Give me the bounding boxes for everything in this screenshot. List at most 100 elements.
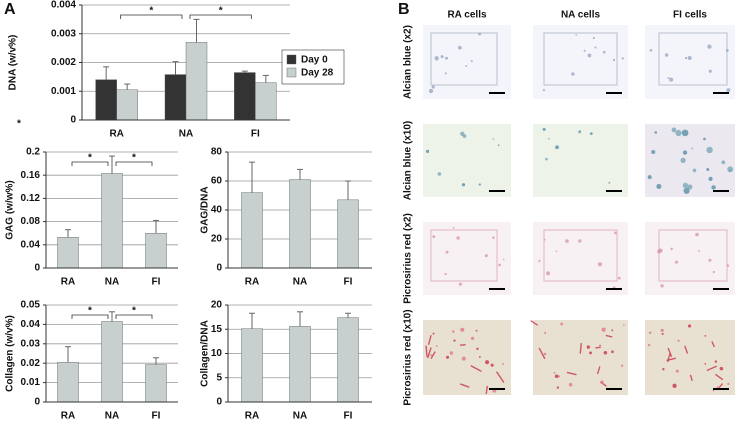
fiber <box>689 374 693 381</box>
stain <box>553 371 556 374</box>
y-tick-label: 0.01 <box>21 377 41 388</box>
stain <box>594 46 597 49</box>
bar <box>145 232 167 269</box>
stain <box>727 166 734 173</box>
stain <box>456 236 460 240</box>
bar <box>337 317 359 403</box>
fiber <box>596 366 601 375</box>
y-tick-label: 0.16 <box>21 170 41 181</box>
y-tick-label: 0.12 <box>21 193 41 204</box>
bar <box>289 179 311 269</box>
significance-bracket <box>115 161 153 166</box>
stain <box>485 360 490 365</box>
micrograph <box>423 124 511 197</box>
fiber <box>427 347 432 359</box>
stain <box>542 88 546 92</box>
fiber <box>711 341 715 348</box>
micrograph <box>423 320 511 395</box>
y-tick-label: 0.04 <box>21 319 41 330</box>
stain <box>440 55 444 59</box>
stain <box>649 49 653 52</box>
stain <box>444 72 447 75</box>
micrograph <box>533 25 628 99</box>
bar <box>234 72 256 121</box>
y-tick-label: 60 <box>211 176 223 187</box>
stain <box>555 250 558 253</box>
y-tick-label: 0.04 <box>21 239 41 250</box>
stain <box>444 272 447 276</box>
bar <box>57 362 79 403</box>
micrograph <box>423 25 511 99</box>
significance-label: * <box>88 153 92 164</box>
y-tick-label: 0.004 <box>51 0 76 11</box>
stain <box>669 77 674 82</box>
stain <box>660 284 664 288</box>
stain <box>457 45 462 50</box>
stain <box>725 49 729 52</box>
stain <box>668 354 671 357</box>
y-tick-label: 0.003 <box>51 28 76 39</box>
stain <box>695 232 699 237</box>
stain <box>620 364 624 367</box>
stain <box>667 77 670 80</box>
significance-label: * <box>88 306 92 317</box>
stain <box>497 144 500 147</box>
micrograph <box>645 222 735 295</box>
stain <box>568 382 573 387</box>
fiber <box>530 320 539 326</box>
legend-swatch <box>286 67 297 78</box>
stain <box>571 72 575 76</box>
stain <box>603 350 608 355</box>
x-tick-label: FI <box>152 277 161 288</box>
stain <box>675 369 679 373</box>
x-tick-label: RA <box>109 129 123 140</box>
stain <box>478 355 481 358</box>
stain <box>721 160 726 165</box>
bar <box>57 237 79 269</box>
stain <box>611 350 614 354</box>
fiber <box>485 385 489 395</box>
stain <box>475 329 478 332</box>
micrograph <box>645 320 735 395</box>
bar <box>289 326 311 403</box>
y-axis-title: Collagen (w/v%) <box>5 315 16 392</box>
stain <box>431 85 435 89</box>
y-tick-label: 0.001 <box>51 86 76 97</box>
tissue-outline <box>658 229 728 282</box>
stain <box>706 168 710 172</box>
stain <box>647 343 651 347</box>
stain <box>727 382 730 385</box>
stain <box>556 386 560 389</box>
stain <box>434 56 439 61</box>
significance-label: * <box>219 6 223 17</box>
y-tick-label: 0.05 <box>21 300 41 311</box>
stain <box>458 282 462 286</box>
fiber <box>579 342 583 354</box>
bar <box>145 364 167 403</box>
x-tick-label: NA <box>293 277 307 288</box>
bar <box>95 79 117 121</box>
stain <box>437 172 442 176</box>
y-tick-label: 40 <box>211 205 223 216</box>
stain <box>501 362 504 365</box>
stain <box>555 145 559 150</box>
fiber <box>715 373 724 381</box>
stain <box>600 380 604 384</box>
stain <box>548 137 550 140</box>
stain <box>658 248 663 253</box>
column-header: RA cells <box>447 10 487 21</box>
y-tick-label: 0 <box>216 263 222 274</box>
stain <box>661 332 664 335</box>
stain <box>452 226 455 229</box>
stain <box>476 347 479 351</box>
micrograph <box>533 222 628 295</box>
fiber <box>495 371 505 383</box>
stain <box>557 375 561 378</box>
stain <box>621 57 624 60</box>
stain <box>707 44 712 49</box>
bar <box>185 42 208 121</box>
stain <box>560 322 564 326</box>
fiber <box>566 371 577 376</box>
y-tick-label: 0 <box>216 397 222 408</box>
